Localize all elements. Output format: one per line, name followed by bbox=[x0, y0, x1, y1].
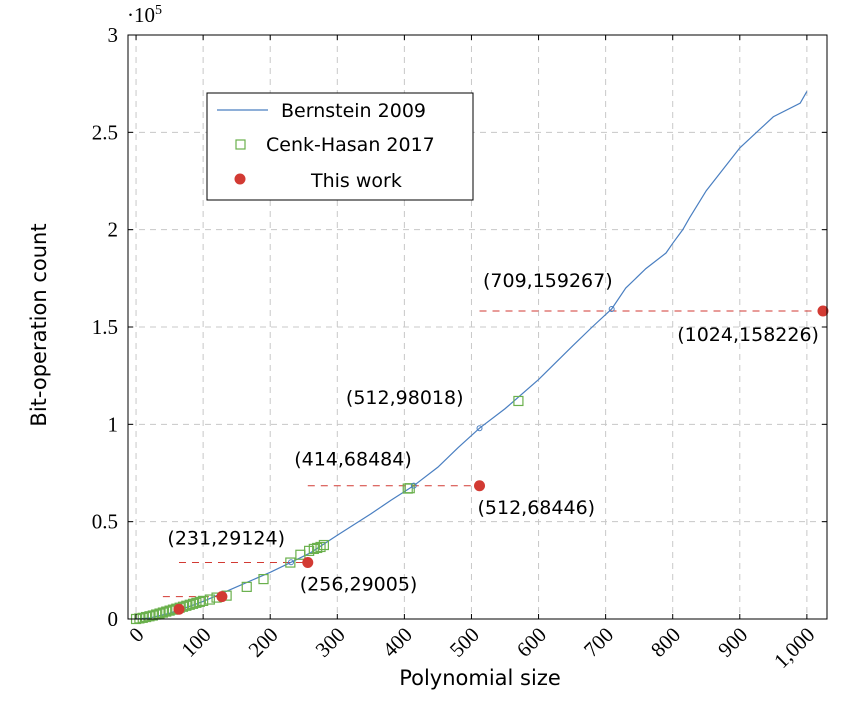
point-annotation: (709,159267) bbox=[483, 270, 613, 292]
point-annotation: (512,68446) bbox=[478, 497, 596, 519]
point-cenk-hasan-2017 bbox=[258, 573, 269, 585]
y-exponent-power: 5 bbox=[155, 3, 162, 18]
y-tick-label: 0.5 bbox=[92, 510, 118, 534]
point-this-work bbox=[216, 591, 228, 603]
y-tick-label: 2.5 bbox=[92, 120, 118, 144]
y-tick-label: 0 bbox=[108, 607, 119, 631]
point-cenk-hasan-2017 bbox=[308, 543, 319, 555]
point-this-work bbox=[474, 480, 486, 492]
grid bbox=[128, 34, 827, 620]
x-tick-label: 1,000 bbox=[769, 623, 819, 673]
y-tick-label: 1.5 bbox=[92, 315, 118, 339]
point-annotation: (1024,158226) bbox=[677, 324, 819, 346]
point-cenk-hasan-2017 bbox=[157, 607, 168, 618]
point-cenk-hasan-2017 bbox=[147, 610, 158, 621]
reference-marker bbox=[288, 559, 295, 566]
point-this-work bbox=[302, 557, 314, 569]
x-tick-label: 300 bbox=[311, 623, 350, 662]
point-cenk-hasan-2017 bbox=[318, 539, 329, 551]
point-annotation: (414,68484) bbox=[294, 449, 412, 471]
x-tick-label: 200 bbox=[244, 623, 283, 662]
point-cenk-hasan-2017 bbox=[154, 608, 165, 619]
point-cenk-hasan-2017 bbox=[198, 595, 209, 606]
legend-label-this-work: This work bbox=[310, 170, 402, 192]
reference-marker bbox=[476, 425, 483, 432]
annotations: (231,29124) (256,29005) (414,68484) (512,68… bbox=[167, 270, 819, 596]
point-cenk-hasan-2017 bbox=[161, 606, 172, 617]
point-cenk-hasan-2017 bbox=[312, 542, 323, 554]
point-this-work bbox=[817, 305, 829, 317]
x-axis-title: Polynomial size bbox=[399, 666, 561, 690]
x-tick-label: 0 bbox=[124, 623, 148, 647]
point-cenk-hasan-2017 bbox=[141, 611, 152, 623]
reference-marker bbox=[410, 482, 417, 489]
legend-label-bernstein: Bernstein 2009 bbox=[281, 100, 426, 122]
point-cenk-hasan-2017 bbox=[513, 395, 524, 407]
point-annotation: (512,98018) bbox=[346, 387, 464, 409]
point-cenk-hasan-2017 bbox=[184, 599, 195, 610]
point-cenk-hasan-2017 bbox=[191, 597, 202, 608]
legend: Bernstein 2009 Cenk-Hasan 2017 This work bbox=[206, 92, 474, 201]
legend-swatch-this-work bbox=[234, 173, 246, 185]
point-cenk-hasan-2017 bbox=[144, 611, 155, 622]
point-annotation: (256,29005) bbox=[300, 574, 418, 596]
point-annotation: (231,29124) bbox=[167, 527, 285, 549]
legend-swatch-cenk-hasan bbox=[235, 139, 246, 150]
reference-marker bbox=[608, 305, 615, 312]
y-tick-label: 2 bbox=[108, 218, 119, 242]
y-tick-label: 1 bbox=[108, 412, 119, 436]
point-cenk-hasan-2017 bbox=[194, 596, 205, 607]
point-cenk-hasan-2017 bbox=[204, 594, 215, 605]
x-tick-label: 800 bbox=[646, 623, 685, 662]
y-tick-label: 3 bbox=[108, 23, 119, 47]
x-tick-label: 700 bbox=[579, 623, 618, 662]
point-cenk-hasan-2017 bbox=[285, 557, 296, 568]
point-cenk-hasan-2017 bbox=[241, 581, 252, 592]
x-tick-label: 400 bbox=[378, 623, 417, 662]
y-axis-title: Bit-operation count bbox=[27, 223, 51, 426]
point-cenk-hasan-2017 bbox=[137, 612, 148, 623]
legend-box bbox=[206, 92, 474, 201]
x-tick-label: 600 bbox=[512, 623, 551, 662]
series-line-bernstein-2009 bbox=[136, 91, 808, 620]
legend-label-cenk-hasan: Cenk-Hasan 2017 bbox=[266, 134, 435, 156]
x-tick-label: 500 bbox=[445, 623, 484, 662]
y-exponent-label: ·105 bbox=[127, 3, 162, 27]
x-tick-label: 100 bbox=[176, 623, 215, 662]
point-cenk-hasan-2017 bbox=[187, 598, 199, 609]
x-tick-label: 900 bbox=[713, 623, 752, 662]
point-cenk-hasan-2017 bbox=[315, 541, 326, 553]
point-this-work bbox=[173, 603, 185, 615]
